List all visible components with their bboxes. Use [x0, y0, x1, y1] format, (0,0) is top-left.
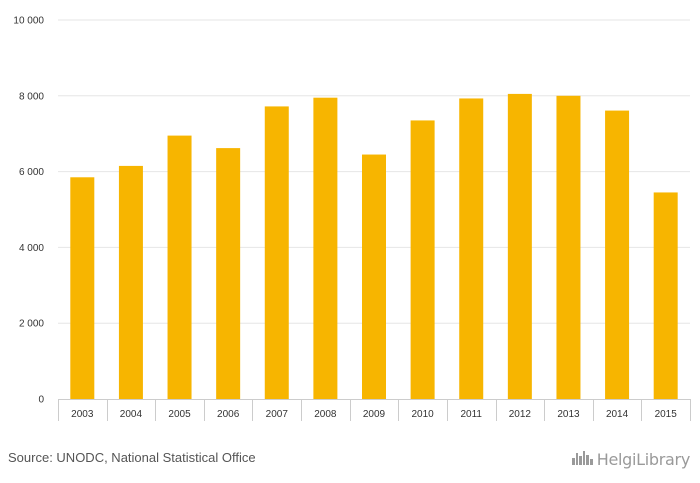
- brand-name: HelgiLibrary: [596, 450, 691, 469]
- x-axis: 2003 2004 2005 2006 2007 2008 2009 2010 2011 2012…: [58, 399, 691, 421]
- x-tick-label: 2013: [557, 409, 580, 420]
- bar-2005: [167, 135, 192, 399]
- bar-2014: [605, 110, 630, 400]
- bar-2012: [507, 93, 532, 399]
- x-tick-label: 2007: [266, 409, 289, 420]
- x-tick-label: 2011: [460, 409, 482, 420]
- x-tick-label: 2004: [120, 409, 143, 420]
- source-note: Source: UNODC, National Statistical Offi…: [8, 450, 256, 465]
- x-tick-label: 2010: [411, 409, 434, 420]
- x-tick-label: 2014: [606, 409, 629, 420]
- bar-2003: [70, 177, 95, 399]
- bar-2006: [216, 148, 241, 399]
- x-tick-label: 2015: [655, 409, 678, 420]
- y-tick-label: 10 000: [13, 16, 44, 27]
- bar-2008: [313, 97, 338, 399]
- bar-2013: [556, 95, 581, 400]
- bar-2010: [410, 120, 435, 399]
- bar-2007: [264, 106, 289, 400]
- y-tick-label: 4 000: [19, 243, 44, 254]
- x-tick-label: 2009: [363, 409, 386, 420]
- bar-chart: 0 2 000 4 000 6 000 8 000 10 000 2003 2004 2005…: [13, 16, 691, 421]
- bar-2004: [118, 165, 143, 399]
- bar-2011: [459, 98, 484, 399]
- brand-logo[interactable]: HelgiLibrary: [571, 449, 691, 470]
- x-tick-label: 2006: [217, 409, 240, 420]
- x-tick-label: 2012: [509, 409, 532, 420]
- y-tick-label: 2 000: [19, 319, 44, 330]
- y-tick-label: 6 000: [19, 167, 44, 178]
- city-skyline-icon: [571, 449, 594, 470]
- bars: [70, 93, 678, 400]
- x-tick-label: 2008: [314, 409, 337, 420]
- x-tick-label: 2005: [168, 409, 191, 420]
- y-tick-label: 0: [38, 395, 44, 406]
- y-axis-ticks: 0 2 000 4 000 6 000 8 000 10 000: [13, 16, 44, 406]
- x-tick-label: 2003: [71, 409, 94, 420]
- bar-2015: [653, 192, 678, 399]
- bar-2009: [362, 154, 386, 399]
- y-tick-label: 8 000: [19, 91, 44, 102]
